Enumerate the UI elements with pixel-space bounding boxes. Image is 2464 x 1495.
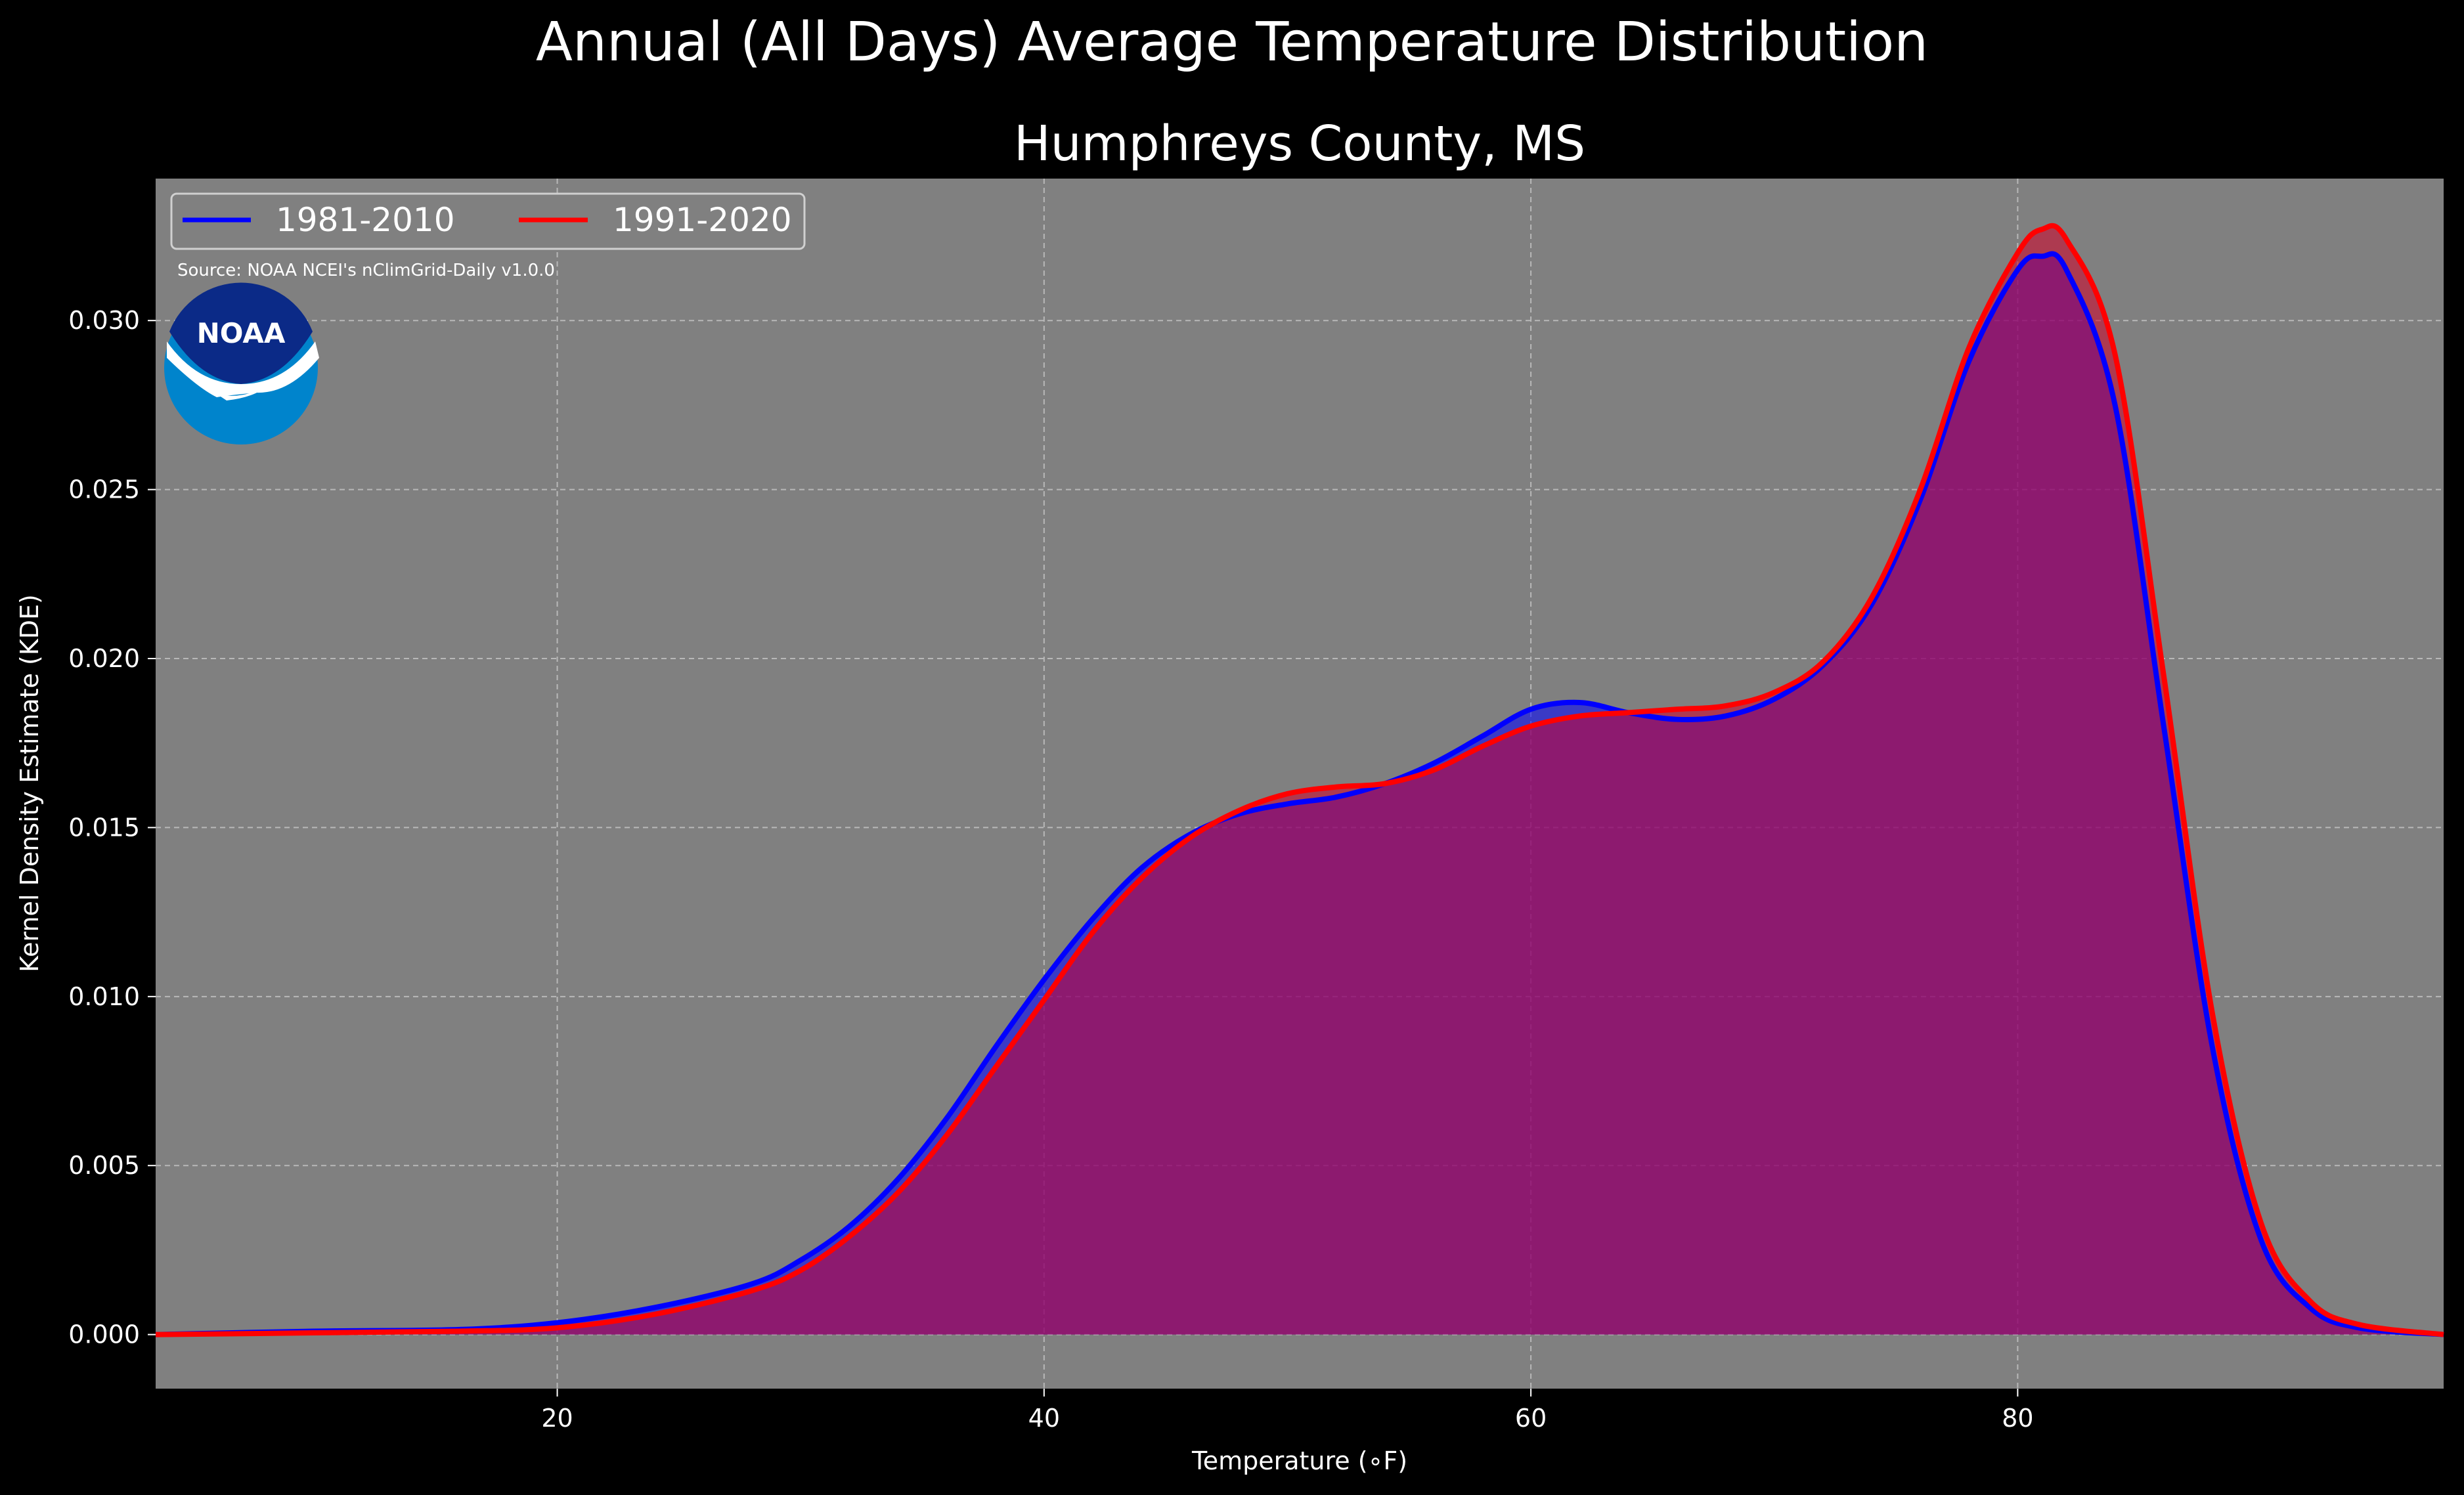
figure-title: Annual (All Days) Average Temperature Di… <box>536 11 1928 74</box>
series-layer <box>155 223 2444 1337</box>
legend: 1981-2010 1991-2020 <box>170 192 806 250</box>
svg-text:NOAA: NOAA <box>197 317 286 349</box>
source-note: Source: NOAA NCEI's nClimGrid-Daily v1.0… <box>177 261 555 280</box>
noaa-logo-icon: NOAA <box>164 282 319 444</box>
chart-subtitle: Humphreys County, MS <box>1014 116 1585 172</box>
y-tick-label: 0.020 <box>68 644 140 673</box>
y-axis-label: Kernel Density Estimate (KDE) <box>15 594 44 972</box>
y-tick-label: 0.025 <box>68 475 140 504</box>
x-tick-label: 40 <box>1028 1404 1060 1433</box>
x-axis-label: Temperature (∘F) <box>1191 1446 1407 1475</box>
axis-ticks: 20 40 60 80 0.000 0.005 0.010 0.015 0.020 0.025 0.… <box>68 306 2033 1433</box>
x-tick-label: 20 <box>541 1404 573 1433</box>
legend-label-1981-2010: 1981-2010 <box>276 201 455 239</box>
legend-label-1991-2020: 1991-2020 <box>613 201 792 239</box>
legend-box <box>170 192 806 250</box>
x-tick-label: 80 <box>2002 1404 2033 1433</box>
y-tick-label: 0.030 <box>68 306 140 335</box>
x-tick-label: 60 <box>1515 1404 1547 1433</box>
y-tick-label: 0.000 <box>68 1320 140 1349</box>
y-tick-label: 0.015 <box>68 813 140 842</box>
series-line-1991-2020 <box>155 223 2444 1337</box>
area-fill-1991-2020 <box>156 225 2444 1335</box>
y-tick-label: 0.010 <box>68 982 140 1011</box>
y-tick-label: 0.005 <box>68 1151 140 1180</box>
series-line-1981-2010 <box>155 251 2444 1337</box>
